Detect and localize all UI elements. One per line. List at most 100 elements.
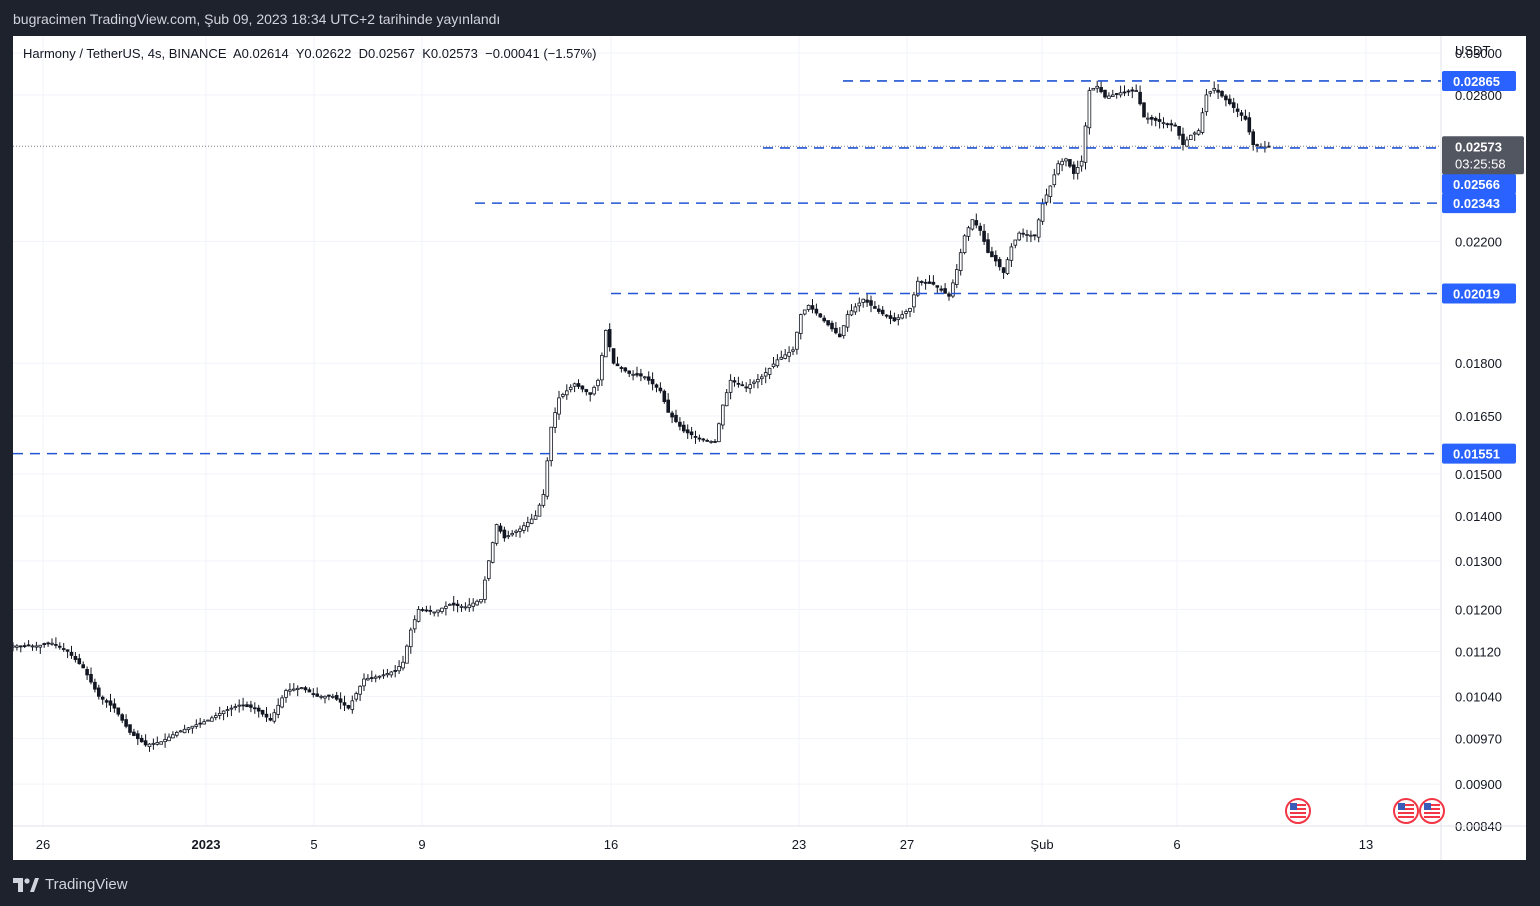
candle-body: [919, 281, 924, 283]
candle: [728, 374, 733, 400]
candle: [280, 695, 284, 709]
candle-body: [966, 227, 971, 237]
candle-body: [1189, 134, 1193, 140]
candle: [186, 726, 191, 734]
candle-body: [643, 376, 647, 379]
candle-body: [685, 429, 690, 434]
candle-body: [565, 390, 569, 396]
candle: [635, 366, 639, 378]
candle: [717, 422, 721, 443]
candle-body: [1177, 125, 1181, 136]
candle-body: [213, 715, 218, 718]
candle: [264, 707, 269, 722]
candle-body: [444, 605, 448, 609]
candle: [362, 673, 366, 692]
candle: [982, 224, 986, 245]
candle: [880, 306, 885, 316]
candle: [1228, 94, 1232, 106]
candle-body: [89, 673, 93, 683]
us-flag-event-icon[interactable]: [1419, 798, 1445, 824]
candle: [779, 350, 784, 360]
candle: [190, 725, 195, 734]
candle-body: [724, 392, 729, 407]
candle-body: [1079, 160, 1084, 167]
candle-body: [225, 709, 230, 711]
candle-body: [904, 311, 908, 314]
candle: [30, 644, 35, 651]
legend-symbol[interactable]: Harmony / TetherUS, 4s, BINANCE: [23, 46, 227, 61]
candle: [1165, 122, 1170, 129]
candle-body: [799, 314, 803, 334]
flag-stripe: [1398, 804, 1414, 806]
candle: [565, 384, 569, 400]
candle: [939, 285, 943, 293]
candle-body: [795, 331, 799, 350]
candle: [713, 438, 717, 444]
candle: [685, 424, 690, 439]
candle: [1157, 112, 1162, 129]
candle: [210, 715, 214, 722]
published-text: bugracimen TradingView.com, Şub 09, 2023…: [13, 11, 501, 27]
candle: [1099, 80, 1103, 94]
price-chart[interactable]: 26 2023 5 9 16 23 27 Şub 6 13 0.03000 0.02800 0.0220…: [13, 36, 1526, 860]
candle-body: [1068, 159, 1072, 167]
flag-ring: [1393, 798, 1419, 824]
candle-body: [877, 308, 881, 312]
candle: [549, 426, 553, 467]
candle: [229, 704, 234, 717]
candle: [1259, 143, 1263, 149]
level-label-text: 0.02019: [1453, 286, 1500, 301]
candle-body: [1029, 234, 1033, 237]
candle-body: [186, 727, 191, 731]
candle: [451, 595, 456, 612]
candle-body: [1255, 144, 1259, 147]
candle: [1138, 85, 1142, 106]
candle: [136, 730, 140, 746]
candle-body: [549, 426, 553, 462]
candle: [319, 694, 323, 700]
candle: [428, 605, 433, 615]
candle: [639, 368, 643, 382]
tradingview-brand[interactable]: TradingView: [13, 876, 128, 893]
candle-body: [588, 392, 592, 395]
candle-body: [810, 305, 815, 310]
candle: [249, 700, 253, 713]
candle: [1087, 87, 1092, 135]
candle: [818, 312, 823, 318]
candle: [721, 404, 725, 430]
candle-body: [561, 393, 565, 397]
candle-body: [736, 382, 741, 385]
candle-body: [178, 730, 183, 733]
candle-body: [709, 441, 713, 443]
candle: [252, 702, 257, 714]
candle-body: [440, 607, 444, 612]
chart-frame[interactable]: 26 2023 5 9 16 23 27 Şub 6 13 0.03000 0.02800 0.0220…: [13, 36, 1526, 860]
candle: [233, 703, 238, 711]
candle-body: [896, 317, 901, 320]
candle-body: [245, 704, 249, 708]
candle-body: [1060, 160, 1064, 166]
candle: [682, 421, 686, 434]
candle: [568, 384, 573, 393]
candle: [904, 309, 908, 319]
candle-body: [97, 687, 101, 697]
candle: [958, 248, 963, 276]
candle: [584, 388, 589, 396]
candle: [26, 640, 31, 647]
candle: [1200, 107, 1205, 135]
x-tick-label: 23: [792, 837, 806, 852]
candle: [1009, 243, 1014, 267]
candle: [1185, 136, 1189, 148]
candle-body: [853, 306, 858, 313]
y-tick-label: 0.03000: [1455, 46, 1502, 61]
us-flag-event-icon[interactable]: [1393, 798, 1419, 824]
candle-body: [916, 280, 920, 296]
candle: [947, 291, 951, 301]
us-flag-event-icon[interactable]: [1285, 798, 1311, 824]
candle-body: [787, 351, 791, 357]
candle-body: [826, 320, 830, 326]
candle: [299, 686, 304, 690]
candle: [506, 530, 511, 540]
candle-body: [81, 664, 86, 669]
candle-body: [190, 725, 195, 729]
